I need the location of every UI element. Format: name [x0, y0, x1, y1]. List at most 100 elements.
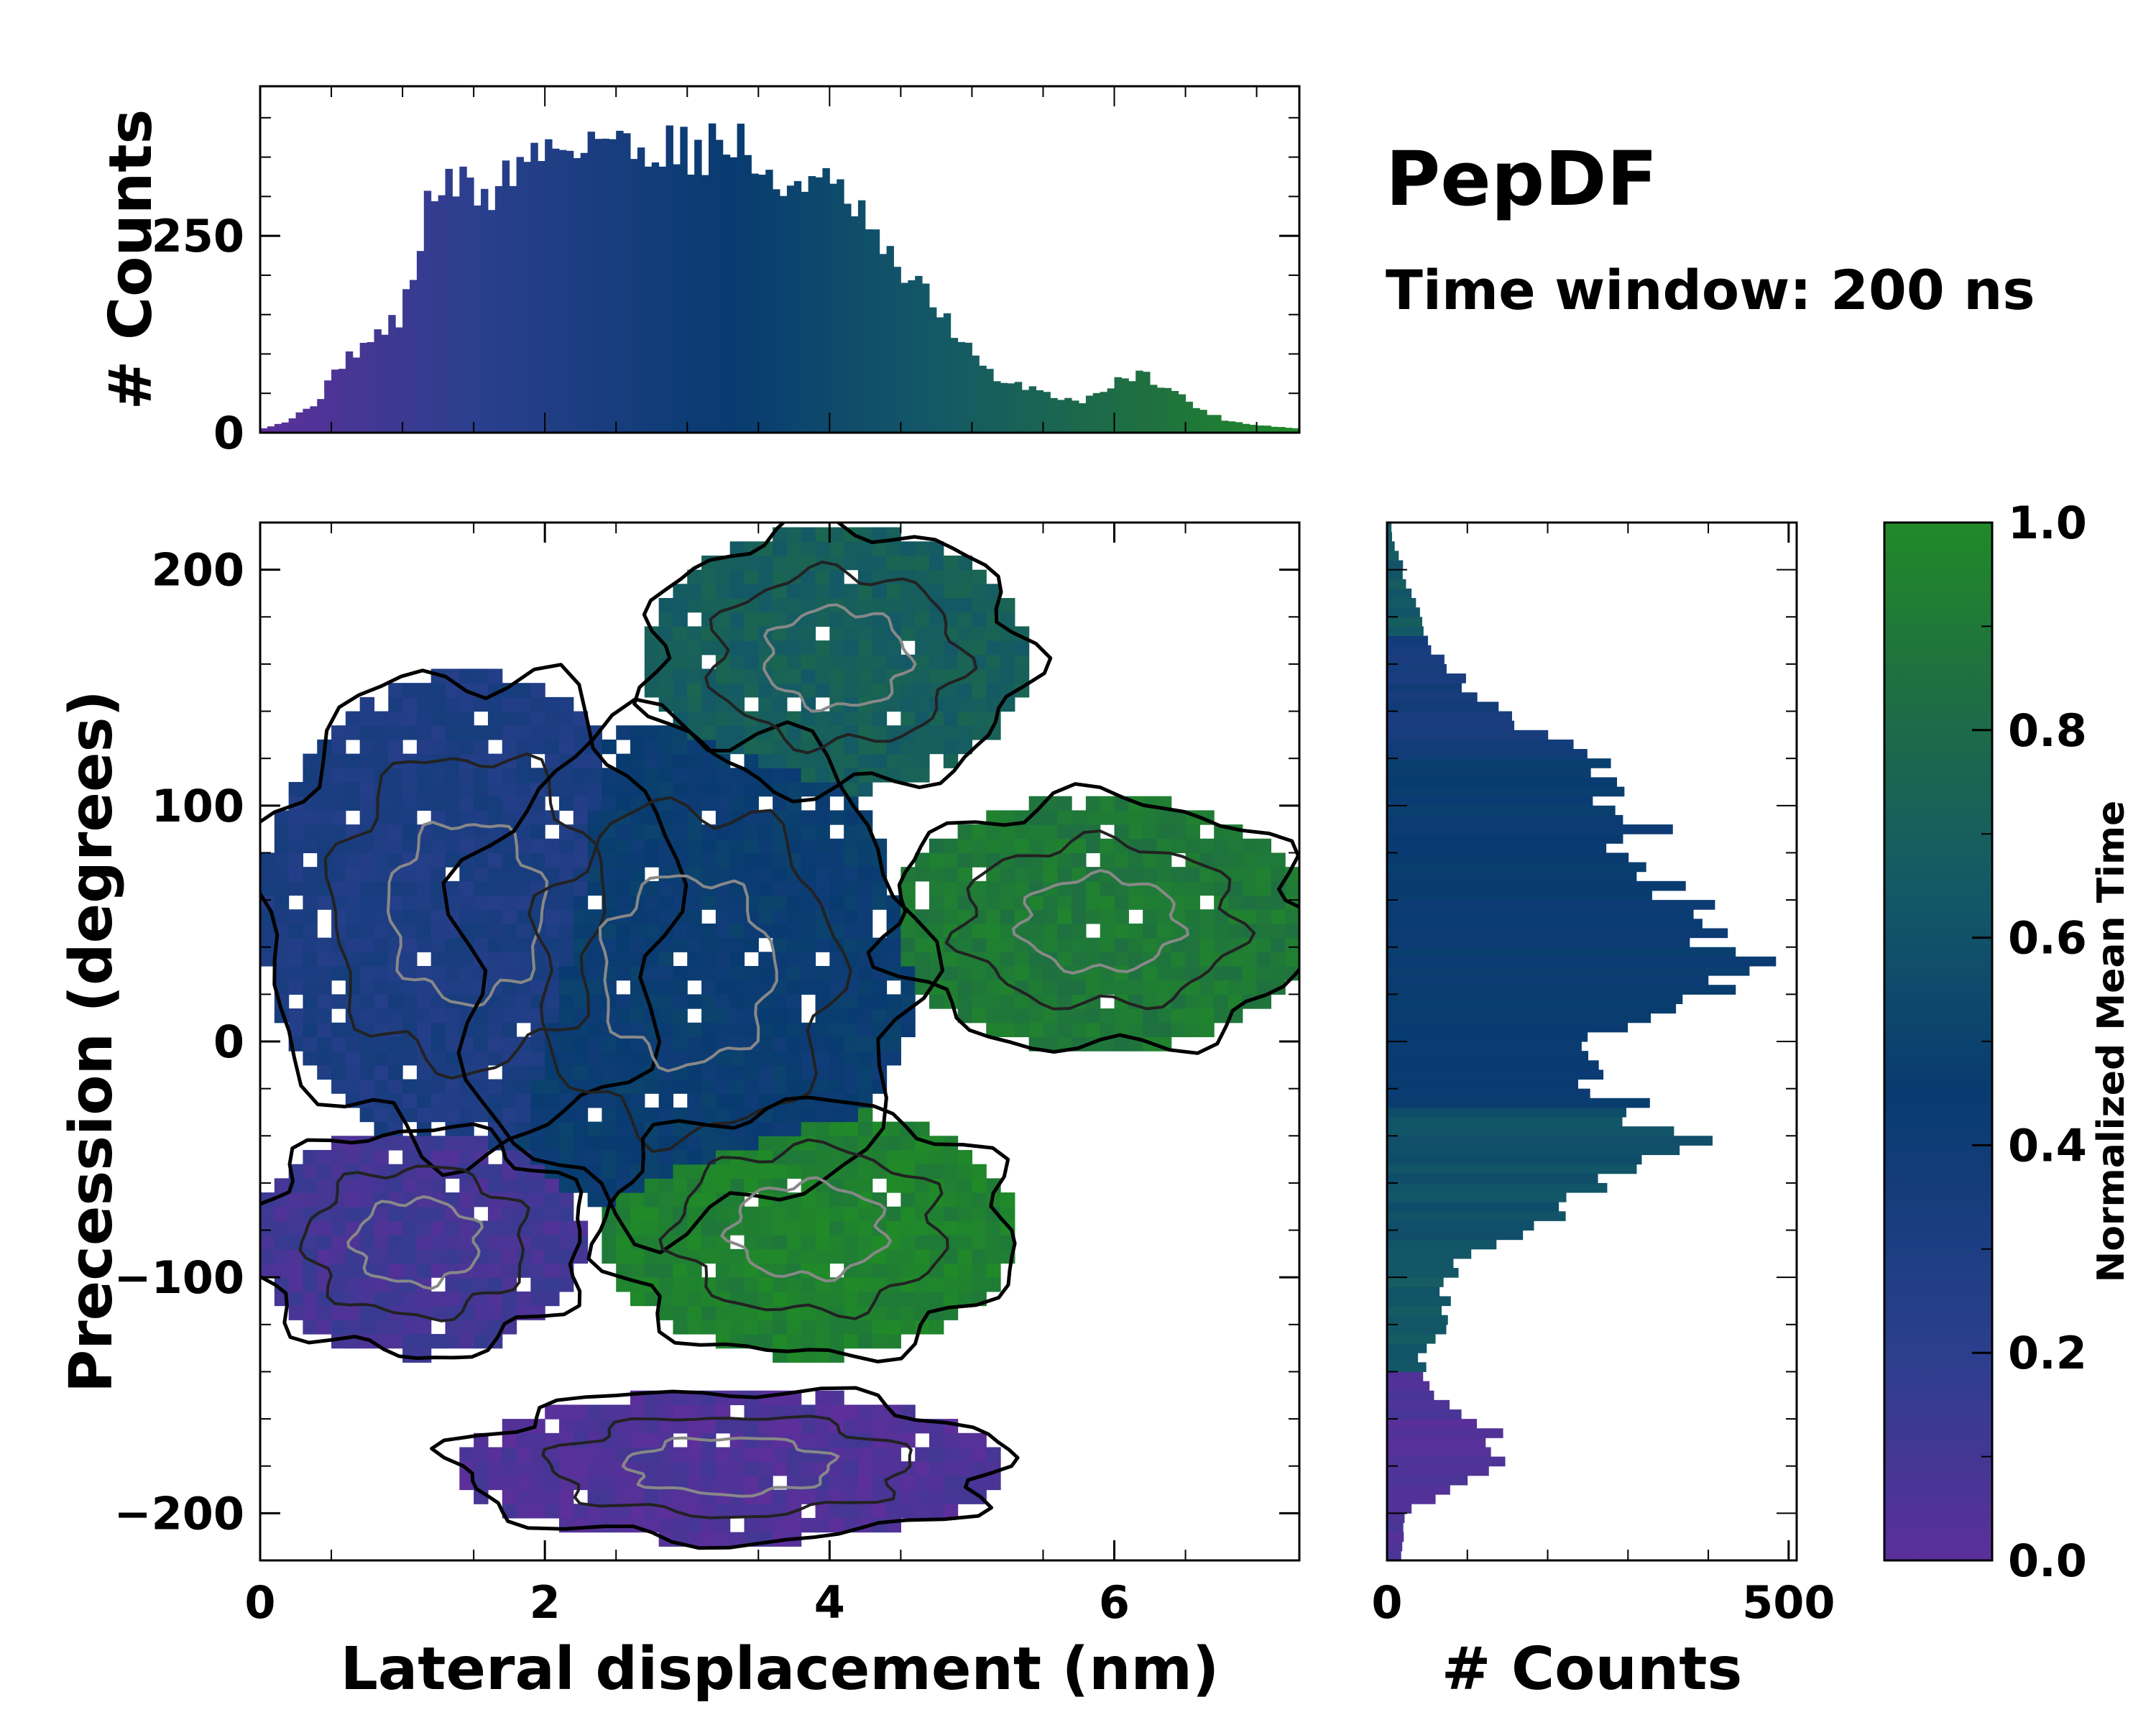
heatmap-cell [317, 965, 332, 981]
heatmap-cell [972, 1178, 987, 1193]
heatmap-cell [886, 1136, 901, 1151]
heatmap-cell [630, 1220, 645, 1236]
heatmap-cell [773, 1320, 788, 1335]
top-histogram-bar [481, 188, 489, 433]
heatmap-cell [744, 1447, 759, 1462]
heatmap-cell [758, 1008, 773, 1024]
heatmap-cell [303, 1051, 318, 1066]
heatmap-cell [630, 1079, 645, 1094]
heatmap-cell [474, 1022, 489, 1038]
heatmap-cell [430, 782, 446, 797]
heatmap-cell [487, 952, 503, 967]
heatmap-cell [1185, 952, 1200, 967]
heatmap-cell [972, 612, 987, 627]
top-histogram-bar [573, 157, 581, 433]
y-tick-label: −100 [114, 1251, 244, 1304]
heatmap-cell [359, 1305, 375, 1320]
heatmap-cell [1072, 980, 1087, 995]
heatmap-cell [658, 782, 674, 797]
heatmap-cell [744, 683, 759, 698]
heatmap-cell [502, 1093, 517, 1108]
heatmap-cell [530, 824, 545, 840]
heatmap-cell [644, 1517, 660, 1533]
heatmap-cell [345, 753, 361, 768]
heatmap-cell [374, 980, 389, 995]
heatmap-cell [630, 937, 645, 952]
heatmap-cell [430, 1291, 446, 1307]
heatmap-cell [786, 1277, 802, 1292]
heatmap-cell [715, 1447, 731, 1462]
heatmap-cell [502, 1447, 517, 1462]
heatmap-cell [715, 980, 731, 995]
top-histogram-bar [502, 160, 510, 433]
heatmap-cell [416, 683, 432, 698]
right-histogram-bar [1387, 1051, 1589, 1061]
heatmap-cell [616, 1489, 631, 1504]
heatmap-cell [687, 1461, 702, 1476]
heatmap-cell [687, 654, 702, 670]
heatmap-cell [715, 668, 731, 684]
heatmap-cell [886, 569, 901, 584]
heatmap-cell [587, 1064, 602, 1080]
heatmap-cell [374, 1206, 389, 1222]
heatmap-cell [1114, 909, 1129, 924]
heatmap-cell [729, 909, 745, 924]
heatmap-cell [801, 1419, 816, 1434]
heatmap-cell [829, 1333, 844, 1349]
heatmap-cell [1128, 895, 1143, 910]
heatmap-cell [986, 952, 1001, 967]
heatmap-cell [986, 1220, 1001, 1236]
heatmap-cell [829, 1248, 844, 1264]
heatmap-cell [786, 725, 802, 740]
heatmap-cell [445, 965, 460, 981]
heatmap-cell [573, 1419, 589, 1434]
heatmap-cell [602, 1220, 617, 1236]
heatmap-cell [430, 1051, 446, 1066]
heatmap-cell [900, 1136, 916, 1151]
top-histogram-bar [1014, 382, 1023, 433]
heatmap-cell [616, 923, 631, 939]
heatmap-cell [345, 1079, 361, 1094]
heatmap-cell [1000, 880, 1015, 896]
right-histogram-bar [1387, 1173, 1598, 1184]
heatmap-cell [502, 1206, 517, 1222]
heatmap-cell [1171, 1022, 1187, 1038]
heatmap-cell [857, 1022, 873, 1038]
heatmap-cell [915, 1447, 930, 1462]
heatmap-cell [374, 1248, 389, 1264]
heatmap-cell [957, 612, 973, 627]
heatmap-cell [929, 584, 944, 599]
heatmap-cell [602, 838, 617, 854]
heatmap-cell [416, 1192, 432, 1208]
heatmap-cell [602, 1489, 617, 1504]
top-histogram-bar [950, 338, 959, 433]
top-histogram-bar [837, 179, 844, 433]
heatmap-cell [502, 1079, 517, 1094]
heatmap-cell [1156, 1022, 1172, 1038]
heatmap-cell [487, 796, 503, 811]
heatmap-cell [857, 1008, 873, 1024]
heatmap-cell [487, 1093, 503, 1108]
heatmap-cell [744, 838, 759, 854]
heatmap-cell [516, 1178, 531, 1193]
heatmap-cell [701, 683, 717, 698]
heatmap-cell [786, 1291, 802, 1307]
right-histogram-bar [1387, 956, 1777, 967]
heatmap-cell [445, 1107, 460, 1123]
heatmap-cell [673, 584, 688, 599]
heatmap-cell [1043, 923, 1058, 939]
right-histogram: 0 500 # Counts [1371, 521, 1835, 1703]
heatmap-cell [829, 838, 844, 854]
heatmap-cell [1199, 1022, 1215, 1038]
heatmap-cell [687, 598, 702, 613]
heatmap-cell [915, 923, 930, 939]
heatmap-cell [459, 768, 474, 783]
heatmap-cell [1000, 654, 1015, 670]
heatmap-cell [758, 1447, 773, 1462]
heatmap-cell [573, 1121, 589, 1136]
heatmap-cell [288, 838, 304, 854]
heatmap-cell [388, 683, 403, 698]
heatmap-cell [445, 1192, 460, 1208]
heatmap-cell [487, 810, 503, 825]
heatmap-cell [701, 1475, 717, 1491]
